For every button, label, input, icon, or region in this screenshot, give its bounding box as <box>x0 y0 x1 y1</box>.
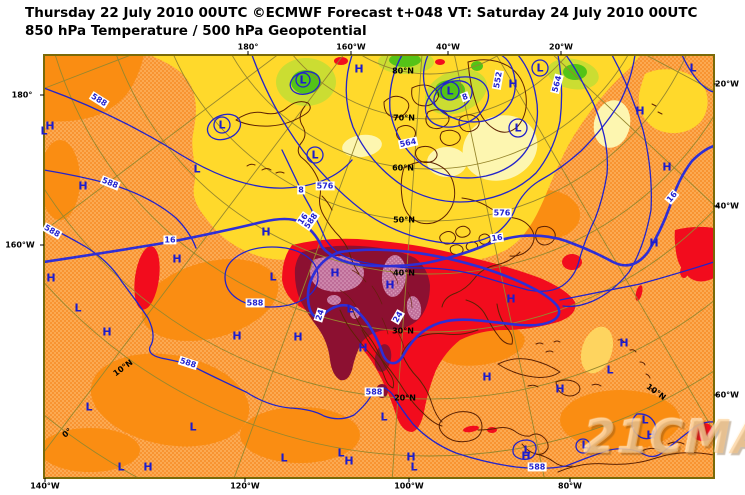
pressure-marker: L <box>536 61 544 75</box>
edge-label: 100°W <box>394 481 424 491</box>
contour-label: 588 <box>364 387 384 397</box>
latitude-label: 60°N <box>392 163 414 173</box>
pressure-marker: L <box>299 73 307 87</box>
pressure-marker: L <box>514 121 522 135</box>
pressure-marker: H <box>521 449 531 463</box>
pressure-marker: H <box>506 292 516 306</box>
pressure-marker: H <box>385 278 395 292</box>
pressure-marker: L <box>218 118 226 132</box>
pressure-marker: H <box>619 336 629 350</box>
edge-label: 120°W <box>230 481 260 491</box>
pressure-marker: L <box>581 438 589 452</box>
chart-title: Thursday 22 July 2010 00UTC ©ECMWF Forec… <box>25 5 740 40</box>
latitude-label: 50°N <box>393 215 415 225</box>
pressure-marker: H <box>358 341 368 355</box>
pressure-marker: L <box>446 84 454 98</box>
pressure-marker: L <box>410 460 418 474</box>
pressure-marker: L <box>523 443 531 457</box>
pressure-marker: L <box>337 446 345 460</box>
watermark: 21CMA <box>584 410 745 464</box>
latitude-label: 40°N <box>393 268 415 278</box>
edge-label: 80°W <box>558 481 582 491</box>
pressure-marker: H <box>46 271 56 285</box>
contour-label: 8 <box>297 185 305 195</box>
geopotential-contours <box>44 55 714 469</box>
pressure-marker: L <box>689 61 697 75</box>
coastlines <box>235 59 714 473</box>
pressure-marker: L <box>193 162 201 176</box>
pressure-marker: L <box>641 413 649 427</box>
title-line1: Thursday 22 July 2010 00UTC ©ECMWF Forec… <box>25 5 698 21</box>
pressure-marker: L <box>85 400 93 414</box>
edge-label: 180° <box>237 42 259 52</box>
contour-label: 16 <box>489 232 505 244</box>
pressure-marker: H <box>293 330 303 344</box>
pressure-marker: L <box>269 270 277 284</box>
latitude-label: 70°N <box>393 113 415 123</box>
latitude-label: 30°N <box>392 326 414 336</box>
pressure-marker: H <box>102 325 112 339</box>
edge-label: 140°W <box>30 481 60 491</box>
edge-label: 160°W <box>5 240 35 250</box>
pressure-marker: H <box>406 450 416 464</box>
edge-label: 160°W <box>336 42 366 52</box>
pressure-marker: H <box>172 252 182 266</box>
pressure-marker: H <box>232 329 242 343</box>
pressure-marker: H <box>508 77 518 91</box>
contour-label: 588 <box>245 298 265 308</box>
latitude-label: 80°N <box>392 66 414 76</box>
edge-label: 60°W <box>715 390 739 400</box>
title-line2: 850 hPa Temperature / 500 hPa Geopotenti… <box>25 22 367 39</box>
pressure-marker: L <box>74 301 82 315</box>
pressure-marker: H <box>482 370 492 384</box>
edge-label: 40°W <box>715 201 739 211</box>
temperature-fill-mauve <box>310 255 422 320</box>
pressure-marker: H <box>649 236 659 250</box>
map-border <box>43 54 715 479</box>
pressure-marker: H <box>635 104 645 118</box>
pressure-marker: L <box>606 363 614 377</box>
pressure-marker: H <box>78 179 88 193</box>
contour-label: 576 <box>315 181 335 191</box>
edge-label: 40°W <box>436 42 460 52</box>
border-ticks <box>40 51 718 482</box>
edge-label: 20°W <box>549 42 573 52</box>
pressure-marker: H <box>330 266 340 280</box>
pressure-marker: H <box>143 460 153 474</box>
pressure-marker: L <box>280 451 288 465</box>
edge-label: 180° <box>11 90 33 100</box>
pressure-marker: H <box>662 160 672 174</box>
pressure-marker: H <box>646 428 656 442</box>
contour-label: 16 <box>163 235 177 245</box>
pressure-marker: H <box>261 225 271 239</box>
pressure-marker: L <box>189 420 197 434</box>
pressure-marker: L <box>40 124 48 138</box>
contour-label: 588 <box>527 462 547 472</box>
pressure-marker: L <box>117 460 125 474</box>
edge-label: 20°W <box>715 79 739 89</box>
pressure-marker: H <box>344 454 354 468</box>
pressure-marker: L <box>346 302 354 316</box>
pressure-marker: H <box>45 119 55 133</box>
pressure-marker: H <box>555 382 565 396</box>
contour-label: 576 <box>492 208 512 218</box>
latitude-label: 20°N <box>394 393 416 403</box>
pressure-marker: L <box>311 148 319 162</box>
pressure-marker: L <box>380 410 388 424</box>
pressure-marker: H <box>354 62 364 76</box>
